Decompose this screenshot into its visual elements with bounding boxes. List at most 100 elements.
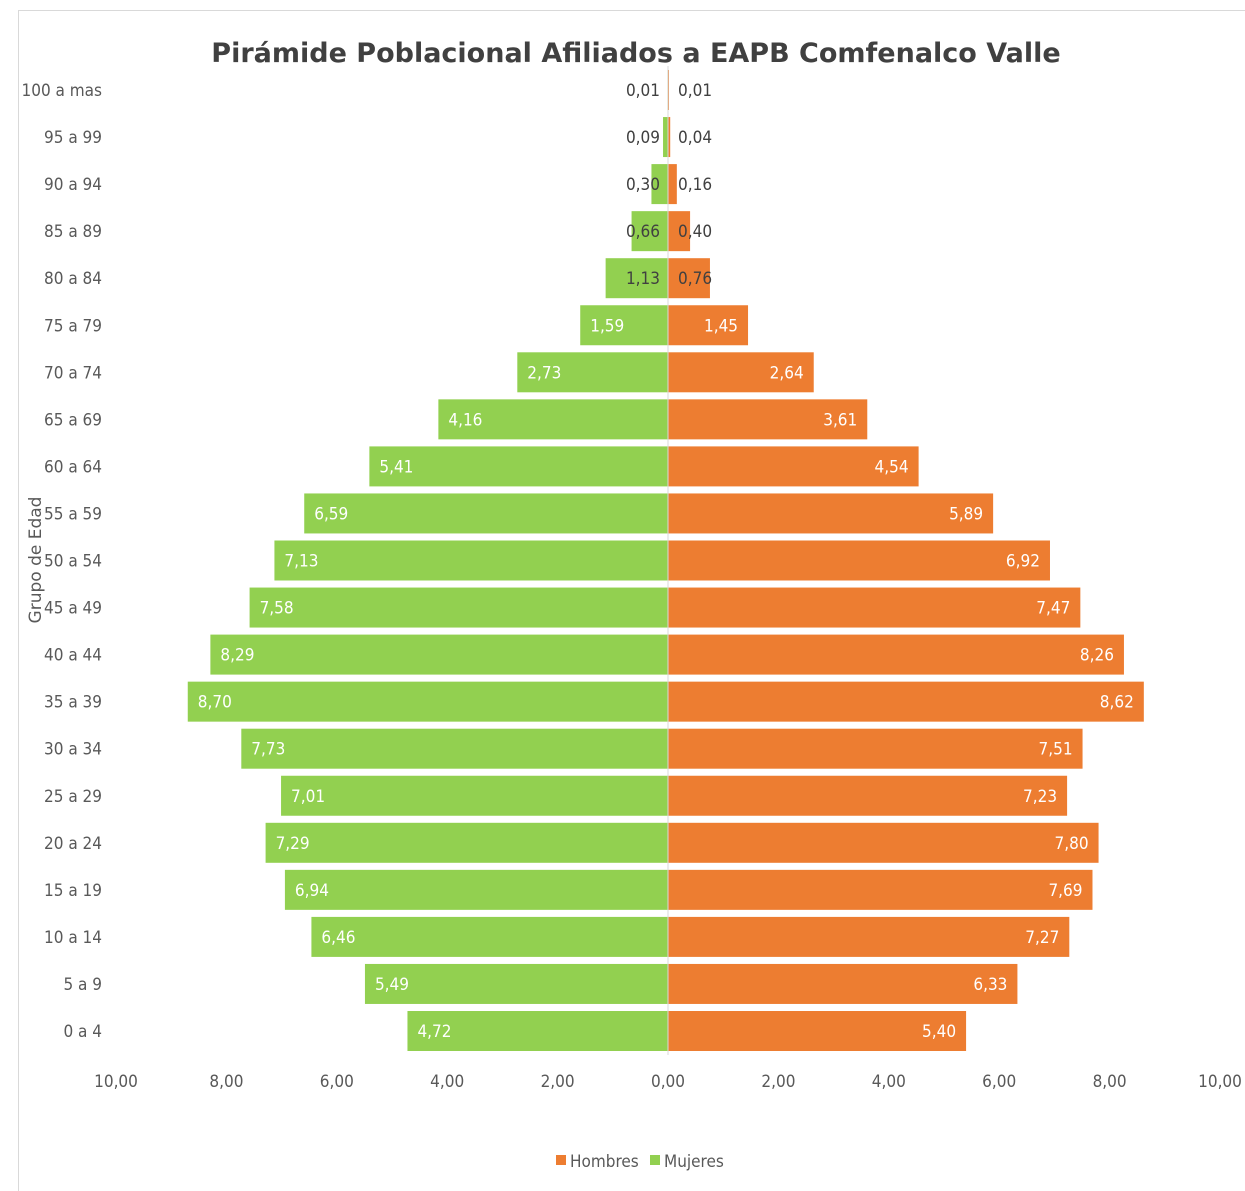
bars-layer — [187, 66, 1144, 1055]
data-labels: 0,01 0,01 0,09 0,04 0,30 0,16 0,66 0,40 1,13 0,76… — [198, 81, 1134, 1042]
bar-hombres — [668, 540, 1050, 581]
data-label-hombres: 0,16 — [678, 175, 712, 195]
bar-mujeres — [210, 634, 668, 675]
data-label-mujeres: 0,30 — [626, 175, 660, 195]
data-label-hombres: 7,51 — [1039, 740, 1073, 760]
data-label-mujeres: 7,58 — [260, 599, 294, 619]
bar-mujeres — [631, 211, 668, 252]
data-label-mujeres: 5,49 — [375, 975, 409, 995]
bar-hombres — [668, 258, 710, 299]
bar-mujeres — [241, 728, 668, 769]
data-label-mujeres: 1,59 — [590, 316, 624, 336]
chart-title: Pirámide Poblacional Afiliados a EAPB Co… — [211, 38, 1060, 69]
x-tick-label: 0,00 — [651, 1072, 685, 1092]
data-label-mujeres: 0,01 — [626, 81, 660, 101]
data-label-mujeres: 0,66 — [626, 222, 660, 242]
x-axis-ticks: 10,00 8,00 6,00 4,00 2,00 0,00 2,00 4,00 6,00 8,0… — [94, 1072, 1242, 1092]
x-tick-label: 8,00 — [1093, 1072, 1127, 1092]
bar-hombres — [668, 681, 1144, 722]
bar-mujeres — [187, 681, 668, 722]
data-label-hombres: 5,89 — [949, 504, 983, 524]
data-label-hombres: 7,80 — [1055, 834, 1089, 854]
bar-hombres — [668, 117, 671, 158]
x-tick-label: 2,00 — [761, 1072, 795, 1092]
category-labels: 100 a mas 95 a 99 90 a 94 85 a 89 80 a 84 75 … — [21, 81, 102, 1042]
data-label-mujeres: 7,01 — [291, 787, 325, 807]
data-label-hombres: 0,04 — [678, 128, 712, 148]
data-label-hombres: 6,33 — [973, 975, 1007, 995]
bar-mujeres — [369, 446, 668, 487]
x-tick-label: 8,00 — [209, 1072, 243, 1092]
bar-mujeres — [438, 399, 668, 440]
data-label-hombres: 0,01 — [678, 81, 712, 101]
y-axis-title: Grupo de Edad — [26, 497, 46, 624]
legend-swatch-mujeres — [650, 1155, 660, 1165]
data-label-mujeres: 1,13 — [626, 269, 660, 289]
bar-hombres — [668, 822, 1099, 863]
bar-hombres — [668, 963, 1018, 1004]
category-label: 30 a 34 — [44, 740, 102, 760]
bar-mujeres — [580, 305, 668, 346]
bar-mujeres — [364, 963, 668, 1004]
data-label-mujeres: 8,29 — [220, 646, 254, 666]
legend-label-hombres: Hombres — [570, 1152, 639, 1172]
data-label-hombres: 0,76 — [678, 269, 712, 289]
bar-hombres — [668, 211, 691, 252]
bar-hombres — [668, 399, 868, 440]
data-label-hombres: 3,61 — [823, 410, 857, 430]
bar-hombres — [668, 446, 919, 487]
x-tick-label: 10,00 — [94, 1072, 138, 1092]
data-label-mujeres: 8,70 — [198, 693, 232, 713]
bar-mujeres — [605, 258, 668, 299]
category-label: 75 a 79 — [44, 316, 102, 336]
bar-hombres — [668, 164, 677, 205]
x-tick-label: 6,00 — [320, 1072, 354, 1092]
category-label: 65 a 69 — [44, 410, 102, 430]
bar-mujeres — [281, 775, 668, 816]
data-label-hombres: 7,69 — [1048, 881, 1082, 901]
bar-mujeres — [304, 493, 668, 534]
data-label-mujeres: 6,94 — [295, 881, 329, 901]
bar-mujeres — [284, 869, 668, 910]
data-label-mujeres: 2,73 — [527, 363, 561, 383]
category-label: 90 a 94 — [44, 175, 102, 195]
data-label-hombres: 4,54 — [875, 457, 909, 477]
category-label: 50 a 54 — [44, 552, 102, 572]
data-label-mujeres: 7,13 — [284, 552, 318, 572]
data-label-hombres: 7,27 — [1025, 928, 1059, 948]
bar-hombres — [668, 916, 1070, 957]
data-label-mujeres: 6,59 — [314, 504, 348, 524]
category-label: 40 a 44 — [44, 646, 102, 666]
data-label-mujeres: 6,46 — [321, 928, 355, 948]
bar-mujeres — [274, 540, 668, 581]
bar-hombres — [668, 869, 1093, 910]
x-tick-label: 6,00 — [982, 1072, 1016, 1092]
data-label-mujeres: 7,29 — [276, 834, 310, 854]
category-label: 70 a 74 — [44, 363, 102, 383]
bar-mujeres — [265, 822, 668, 863]
bar-mujeres — [311, 916, 668, 957]
bar-mujeres — [249, 587, 669, 628]
category-label: 15 a 19 — [44, 881, 102, 901]
x-tick-label: 4,00 — [872, 1072, 906, 1092]
category-label: 80 a 84 — [44, 269, 102, 289]
legend-label-mujeres: Mujeres — [664, 1152, 724, 1172]
category-label: 10 a 14 — [44, 928, 102, 948]
x-tick-label: 2,00 — [541, 1072, 575, 1092]
data-label-mujeres: 0,09 — [626, 128, 660, 148]
category-label: 35 a 39 — [44, 693, 102, 713]
category-label: 0 a 4 — [63, 1022, 102, 1042]
legend-swatch-hombres — [556, 1155, 566, 1165]
data-label-hombres: 7,47 — [1036, 599, 1070, 619]
data-label-hombres: 0,40 — [678, 222, 712, 242]
bar-hombres — [668, 728, 1083, 769]
bar-mujeres — [651, 164, 668, 205]
data-label-hombres: 8,26 — [1080, 646, 1114, 666]
bar-hombres — [668, 305, 749, 346]
category-label: 100 a mas — [21, 81, 102, 101]
data-label-mujeres: 7,73 — [251, 740, 285, 760]
bar-mujeres — [517, 352, 668, 393]
category-label: 20 a 24 — [44, 834, 102, 854]
bar-hombres — [668, 634, 1124, 675]
